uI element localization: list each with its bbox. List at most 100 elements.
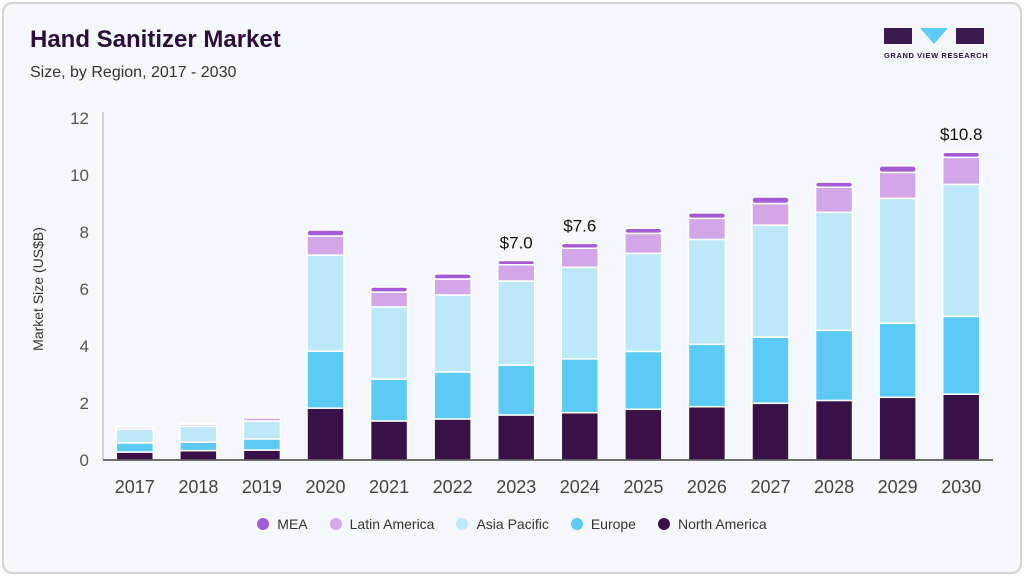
legend-label: Europe — [590, 516, 636, 532]
bar-segment-mea — [751, 196, 790, 205]
bar-segment-asia-pacific — [814, 211, 854, 332]
bar-segment-europe — [814, 329, 854, 402]
bar-segment-latin-america — [941, 156, 981, 186]
legend-label: MEA — [277, 516, 308, 532]
bar-segment-north-america — [433, 418, 472, 461]
grand-view-research-logo — [884, 28, 984, 44]
legend-label: North America — [677, 516, 767, 532]
bar-segment-europe — [624, 350, 663, 411]
bar-segment-latin-america — [687, 217, 727, 241]
bar-segment-mea — [624, 227, 663, 235]
x-tick-label: 2025 — [623, 477, 663, 497]
bar-segment-north-america — [687, 405, 727, 461]
bar-segment-latin-america — [306, 235, 345, 256]
bar-segment-latin-america — [878, 171, 917, 200]
legend-item: Asia Pacific — [456, 516, 549, 532]
bar-segment-asia-pacific — [751, 224, 790, 338]
y-tick-label: 10 — [70, 166, 89, 185]
legend-marker-icon — [657, 518, 670, 530]
chart-title: Hand Sanitizer Market — [30, 26, 281, 53]
bar-segment-north-america — [878, 396, 917, 461]
bar-segment-mea — [687, 212, 727, 220]
bar-segment-europe — [941, 315, 981, 395]
bar-segment-mea — [115, 425, 155, 428]
y-axis-label: Market Size (US$B) — [30, 227, 46, 351]
bar-segment-asia-pacific — [369, 306, 409, 380]
x-tick-label: 2020 — [305, 477, 345, 497]
bar-segment-asia-pacific — [941, 183, 981, 318]
bar-segment-north-america — [814, 399, 854, 461]
bar-segment-mea — [242, 416, 282, 419]
bar-segment-asia-pacific — [878, 197, 917, 324]
x-tick-label: 2023 — [496, 477, 536, 497]
bar-segment-mea — [433, 273, 472, 280]
bar-segment-latin-america — [369, 291, 409, 308]
data-label: $7.0 — [500, 234, 533, 253]
y-tick-label: 8 — [80, 223, 89, 242]
bar-segment-north-america — [115, 451, 155, 461]
bar-segment-europe — [242, 438, 282, 451]
bar-segment-mea — [496, 259, 536, 266]
bar-segment-asia-pacific — [687, 238, 727, 346]
data-label: $7.6 — [563, 216, 596, 235]
bar-segment-asia-pacific — [115, 428, 155, 444]
bar-segment-mea — [560, 242, 600, 249]
bar-segment-mea — [941, 151, 981, 159]
bar-segment-latin-america — [496, 264, 536, 282]
y-tick-label: 2 — [80, 394, 89, 413]
bar-segment-mea — [179, 422, 218, 426]
bar-segment-asia-pacific — [560, 266, 600, 360]
x-tick-label: 2021 — [369, 477, 409, 497]
x-tick-label: 2030 — [941, 477, 981, 497]
x-tick-label: 2027 — [750, 477, 790, 497]
bar-segment-north-america — [751, 402, 790, 461]
bar-segment-asia-pacific — [624, 252, 663, 353]
legend-item: Europe — [570, 516, 636, 532]
y-tick-label: 0 — [80, 451, 89, 470]
legend-marker-icon — [570, 518, 583, 530]
legend: MEA Latin America Asia Pacific Europe North … — [0, 516, 1024, 532]
bar-segment-europe — [878, 322, 917, 399]
bar-segment-latin-america — [814, 186, 854, 214]
x-tick-label: 2017 — [115, 477, 155, 497]
chart-subtitle: Size, by Region, 2017 - 2030 — [30, 64, 237, 81]
y-tick-label: 4 — [80, 337, 89, 356]
bar-segment-asia-pacific — [433, 294, 472, 373]
x-tick-label: 2022 — [433, 477, 473, 497]
legend-label: Asia Pacific — [476, 516, 549, 532]
bar-segment-asia-pacific — [306, 254, 345, 352]
legend-marker-icon — [329, 518, 342, 530]
bar-segment-latin-america — [433, 278, 472, 296]
bar-segment-north-america — [306, 407, 345, 461]
bar-segment-latin-america — [751, 202, 790, 226]
y-tick-label: 6 — [80, 280, 89, 299]
data-label: $10.8 — [940, 125, 983, 144]
y-tick-label: 12 — [70, 109, 89, 128]
bar-segment-europe — [560, 358, 600, 414]
x-tick-label: 2024 — [560, 477, 600, 497]
bar-segment-europe — [306, 350, 345, 409]
bar-segment-asia-pacific — [242, 420, 282, 440]
bar-segment-europe — [115, 442, 155, 453]
bar-segment-north-america — [624, 408, 663, 461]
bar-segment-asia-pacific — [496, 280, 536, 366]
bar-segment-north-america — [941, 393, 981, 461]
bar-segment-europe — [496, 364, 536, 416]
legend-item: Latin America — [329, 516, 435, 532]
legend-marker-icon — [456, 518, 469, 530]
bar-segment-asia-pacific — [179, 425, 218, 443]
bar-segment-north-america — [369, 420, 409, 461]
bar-segment-mea — [814, 181, 854, 189]
bar-segment-north-america — [496, 414, 536, 461]
x-tick-label: 2019 — [242, 477, 282, 497]
legend-label: Latin America — [349, 516, 435, 532]
legend-item: MEA — [257, 516, 308, 532]
bar-segment-north-america — [242, 449, 282, 461]
x-tick-label: 2018 — [178, 477, 218, 497]
x-tick-label: 2029 — [878, 477, 918, 497]
bar-segment-north-america — [560, 411, 600, 461]
logo-text: GRAND VIEW RESEARCH — [884, 51, 989, 60]
x-tick-label: 2028 — [814, 477, 854, 497]
bar-segment-europe — [687, 343, 727, 408]
